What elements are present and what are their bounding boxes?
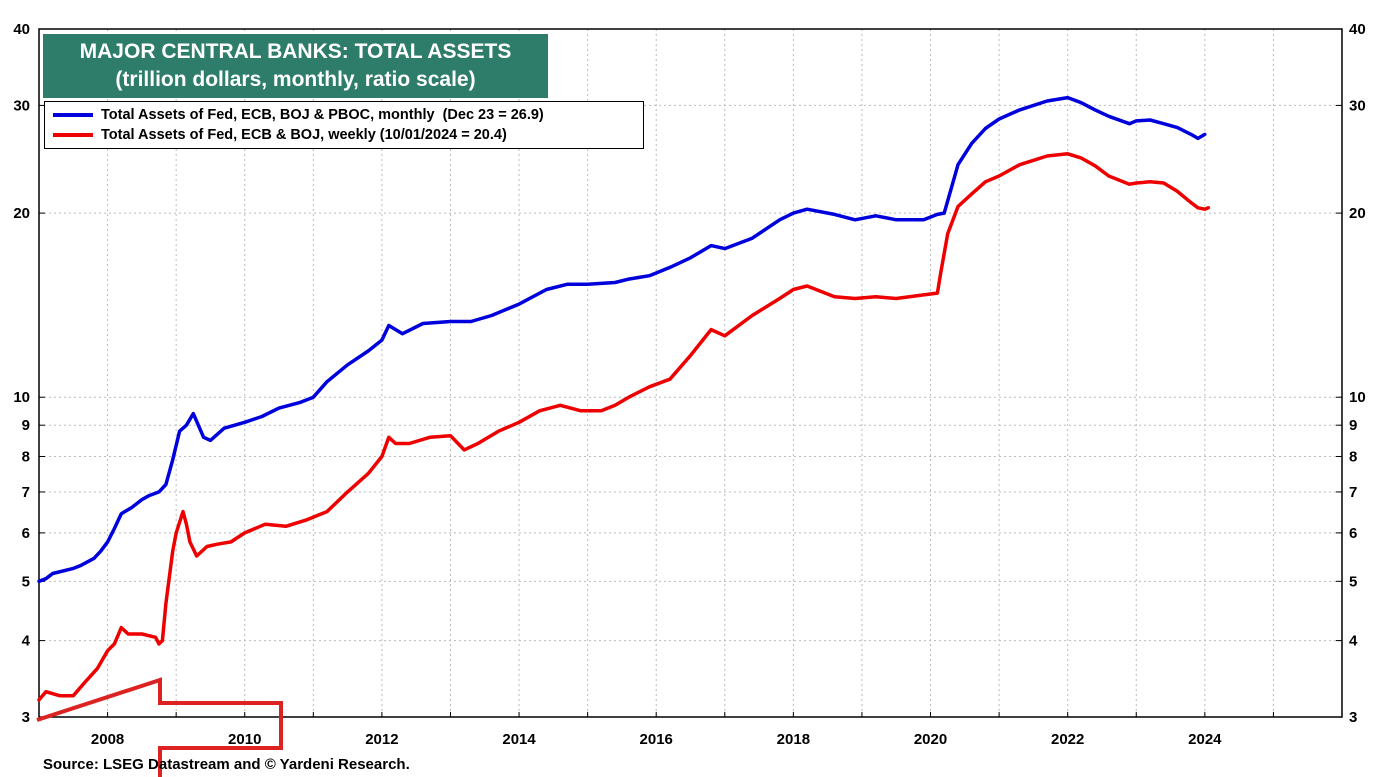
- y-tick-label-right: 3: [1349, 709, 1357, 726]
- y-tick-label-left: 30: [13, 97, 30, 114]
- y-tick-label-right: 20: [1349, 205, 1366, 222]
- legend: Total Assets of Fed, ECB, BOJ & PBOC, mo…: [44, 101, 644, 149]
- x-tick-label: 2020: [914, 731, 947, 748]
- series-line-0: [37, 95, 1207, 584]
- y-tick-label-right: 30: [1349, 97, 1366, 114]
- y-tick-label-right: 4: [1349, 633, 1358, 650]
- x-tick-label: 2018: [777, 731, 810, 748]
- x-tick-label: 2010: [228, 731, 261, 748]
- y-tick-label-right: 6: [1349, 525, 1357, 542]
- x-tick-label: 2022: [1051, 731, 1084, 748]
- chart-title: MAJOR CENTRAL BANKS: TOTAL ASSETS: [79, 40, 512, 63]
- y-tick-label-left: 5: [22, 573, 30, 590]
- x-tick-label: 2024: [1188, 731, 1222, 748]
- series-line-1: [37, 152, 1211, 702]
- x-tick-label: 2014: [502, 731, 536, 748]
- series: [37, 95, 1211, 702]
- y-tick-label-right: 8: [1349, 448, 1357, 465]
- plot-frame: [38, 28, 1343, 718]
- chart-subtitle: (trillion dollars, monthly, ratio scale): [115, 68, 476, 91]
- legend-entry-blue: Total Assets of Fed, ECB, BOJ & PBOC, mo…: [53, 105, 544, 125]
- legend-swatch: [53, 113, 93, 117]
- y-tick-label-right: 10: [1349, 389, 1366, 406]
- source-note: Source: LSEG Datastream and © Yardeni Re…: [43, 756, 410, 773]
- y-tick-label-left: 6: [22, 525, 30, 542]
- y-tick-label-left: 4: [22, 633, 31, 650]
- grid: [39, 29, 1342, 717]
- y-tick-label-right: 40: [1349, 21, 1366, 38]
- legend-entry-red: Total Assets of Fed, ECB & BOJ, weekly (…: [53, 125, 507, 145]
- x-tick-label: 2016: [640, 731, 673, 748]
- y-tick-label-right: 9: [1349, 417, 1357, 434]
- y-tick-label-left: 10: [13, 389, 30, 406]
- legend-swatch: [53, 133, 93, 137]
- y-tick-label-left: 3: [22, 709, 30, 726]
- x-tick-label: 2012: [365, 731, 398, 748]
- y-tick-label-left: 40: [13, 21, 30, 38]
- x-tick-label: 2008: [91, 731, 124, 748]
- chart-title-box: MAJOR CENTRAL BANKS: TOTAL ASSETS (trill…: [43, 34, 548, 98]
- y-tick-label-left: 20: [13, 205, 30, 222]
- y-tick-label-left: 7: [22, 484, 30, 501]
- legend-label: Total Assets of Fed, ECB & BOJ, weekly (…: [101, 127, 507, 143]
- y-tick-label-left: 8: [22, 448, 30, 465]
- y-tick-label-right: 5: [1349, 573, 1357, 590]
- y-tick-label-left: 9: [22, 417, 30, 434]
- y-tick-label-right: 7: [1349, 484, 1357, 501]
- legend-label: Total Assets of Fed, ECB, BOJ & PBOC, mo…: [101, 107, 544, 123]
- left-arrow-outline-icon: [36, 677, 283, 777]
